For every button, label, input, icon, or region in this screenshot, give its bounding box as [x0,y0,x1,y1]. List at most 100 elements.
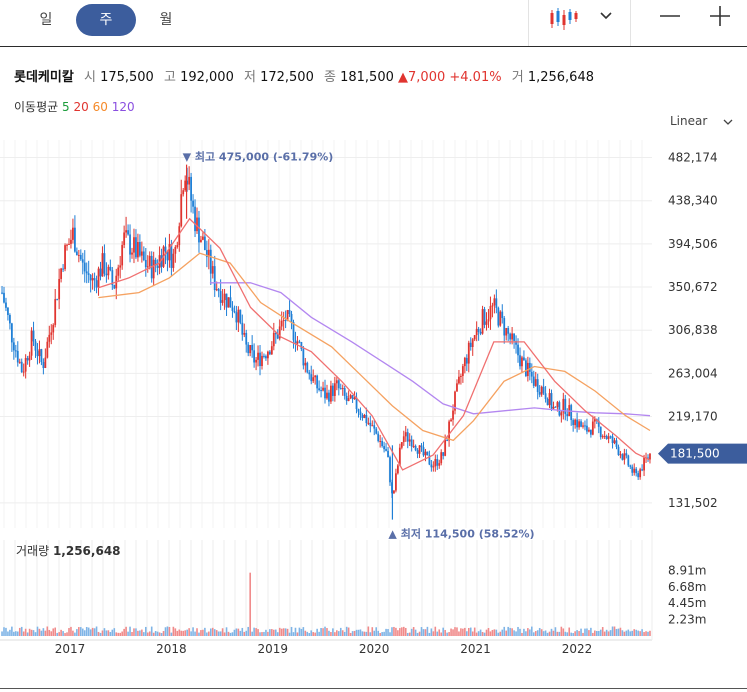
candle-body [322,387,324,391]
volume-bar [464,627,466,636]
candle-body [355,397,358,410]
candle-body [331,385,334,396]
candle-body [528,362,531,372]
candle-body [524,360,527,377]
volume-bar [483,632,486,636]
candle-body [272,332,275,347]
volume-bar [215,630,218,636]
volume-bar [402,626,405,636]
volume-bar [308,633,311,636]
volume-bar [633,629,636,636]
volume-bar [131,631,133,636]
candle-body [389,457,391,483]
volume-bar [162,631,165,636]
ma-120[interactable]: 120 [111,100,135,114]
candle-body [243,332,246,335]
tab-weekly[interactable]: 주 [76,4,136,36]
candle-body [263,355,265,357]
volume-bar [284,628,287,636]
volume-bar [647,631,649,636]
candle-body [182,190,185,195]
candle-body [300,341,303,350]
volume-bar [607,631,610,636]
scale-dropdown[interactable]: Linear [670,114,735,128]
plus-icon[interactable] [704,4,736,34]
volume-bar [389,632,391,636]
volume-bar [278,627,281,636]
low-value: 172,500 [260,70,314,85]
volume-bar [373,630,376,636]
candle-body [367,422,370,424]
volume-bar [578,631,580,636]
volume-bar [424,629,427,636]
volume-bar [629,631,632,636]
moving-average-label: 이동평균 [14,100,59,114]
volume-bar [294,627,297,636]
x-tick-label: 2019 [257,642,288,656]
candle-body [387,450,389,458]
volume-bar [448,632,450,636]
volume-bar [550,628,553,636]
candle-body [81,259,84,263]
volume-bar [438,629,441,636]
candlestick-icon[interactable] [548,4,580,34]
candle-body [306,362,309,373]
volume-bar [477,631,480,636]
volume-bar [164,627,167,636]
ma-20[interactable]: 20 [73,100,89,114]
volume-bar [312,632,314,636]
volume-bar [343,631,346,636]
candle-body [194,206,196,232]
volume-bar [363,631,366,636]
volume-bar [253,627,255,636]
candle-body [328,392,330,402]
volume-bar [26,632,29,636]
volume-bar [328,630,330,636]
chevron-down-icon[interactable] [596,4,616,34]
candle-body [371,425,374,427]
candle-body [314,375,317,378]
candle-body [505,327,508,336]
volume-bar [527,628,529,636]
candle-body [497,307,500,326]
volume-bar [22,631,25,636]
minus-icon[interactable] [654,4,686,34]
tab-monthly[interactable]: 월 [159,12,173,28]
candle-body [60,268,63,279]
candle-body [101,253,104,277]
candle-body [335,380,338,384]
candle-body [205,250,208,258]
volume-bar [182,630,185,636]
volume-bar [135,628,137,636]
volume-bar [456,627,458,636]
volume-bar [326,628,328,636]
candle-body [491,305,494,307]
candle-body [28,355,31,361]
volume-label: 거 [511,70,524,85]
candle-body [572,420,575,426]
volume-bar [91,627,94,636]
candle-body [56,299,59,301]
ma-5[interactable]: 5 [62,100,70,114]
candle-body [361,415,364,418]
low-label: 저 [243,70,256,85]
volume-bar [137,630,139,636]
candle-body [607,436,610,439]
candle-body [475,328,478,336]
volume-bar [410,628,413,636]
volume-bar [72,630,74,636]
volume-bar [78,627,80,636]
candle-body [473,335,476,340]
volume-bar [115,632,118,636]
volume-bar [507,626,509,636]
tab-daily[interactable]: 일 [39,12,53,28]
volume-bar [233,629,236,636]
volume-bar [353,630,356,636]
volume-tick-label: 4.45m [668,596,706,610]
toolbar-divider [528,0,529,46]
ma-60[interactable]: 60 [92,100,108,114]
candle-body [62,268,64,270]
candle-body [44,357,47,369]
candle-body [408,439,411,442]
candle-body [438,463,441,466]
